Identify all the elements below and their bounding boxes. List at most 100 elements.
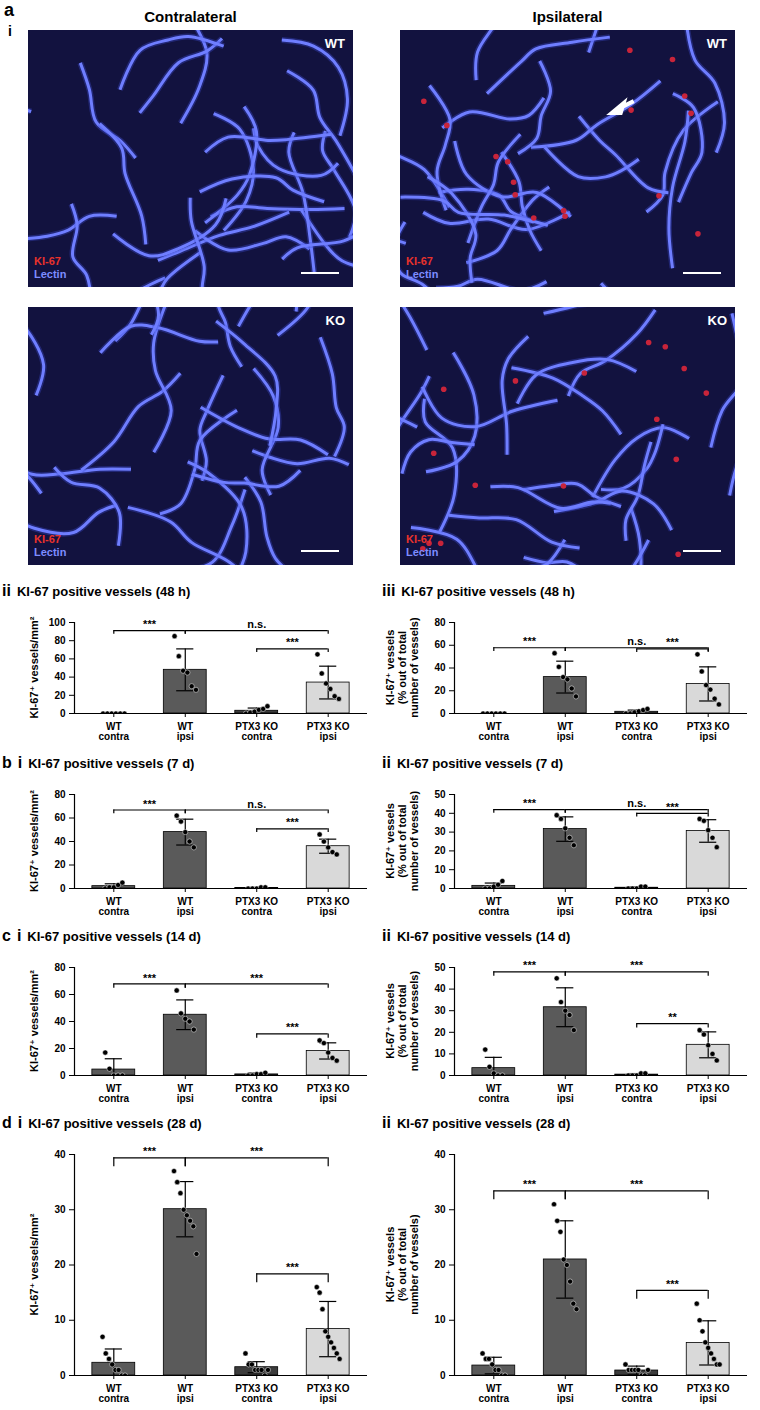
svg-text:PTX3 KOipsi: PTX3 KOipsi — [307, 721, 350, 742]
svg-text:WTipsi: WTipsi — [177, 721, 194, 742]
svg-text:WTcontra: WTcontra — [99, 1383, 130, 1404]
svg-text:WTipsi: WTipsi — [557, 721, 574, 742]
svg-text:40: 40 — [434, 662, 446, 673]
svg-text:Lectin: Lectin — [34, 268, 67, 280]
svg-text:30: 30 — [434, 1005, 446, 1016]
svg-text:KI-67: KI-67 — [406, 533, 433, 545]
svg-text:20: 20 — [54, 1043, 66, 1054]
svg-text:30: 30 — [434, 826, 446, 837]
svg-text:20: 20 — [434, 845, 446, 856]
svg-text:40: 40 — [54, 1149, 66, 1160]
svg-text:10: 10 — [434, 1048, 446, 1059]
svg-text:***: *** — [286, 636, 300, 648]
svg-text:**: ** — [668, 1011, 677, 1023]
svg-text:KI-67⁺ vessels/mm²: KI-67⁺ vessels/mm² — [28, 1213, 40, 1315]
svg-text:30: 30 — [434, 1204, 446, 1215]
svg-text:10: 10 — [434, 1314, 446, 1325]
svg-text:Lectin: Lectin — [406, 546, 439, 558]
svg-text:WTcontra: WTcontra — [479, 896, 510, 917]
svg-text:WTipsi: WTipsi — [557, 1383, 574, 1404]
svg-text:KO: KO — [708, 313, 728, 328]
svg-text:KI-67⁺ vessels(% out of totaln: KI-67⁺ vessels(% out of totalnumber of v… — [384, 617, 420, 718]
svg-text:KI-67⁺ vessels(% out of totaln: KI-67⁺ vessels(% out of totalnumber of v… — [384, 1214, 420, 1315]
svg-text:40: 40 — [434, 983, 446, 994]
svg-text:PTX3 KOcontra: PTX3 KOcontra — [615, 1383, 658, 1404]
svg-text:n.s.: n.s. — [627, 797, 646, 809]
svg-text:100: 100 — [49, 617, 66, 628]
svg-text:80: 80 — [434, 617, 446, 628]
svg-text:Lectin: Lectin — [34, 546, 67, 558]
svg-text:0: 0 — [60, 1070, 66, 1081]
svg-text:0: 0 — [60, 1370, 66, 1381]
svg-text:***: *** — [286, 1021, 300, 1033]
svg-text:WT: WT — [325, 36, 345, 51]
svg-text:***: *** — [630, 1178, 644, 1190]
svg-text:PTX3 KOipsi: PTX3 KOipsi — [687, 1383, 730, 1404]
svg-text:***: *** — [143, 1145, 157, 1157]
svg-text:***: *** — [666, 636, 680, 648]
svg-text:PTX3 KOipsi: PTX3 KOipsi — [687, 896, 730, 917]
svg-text:PTX3 KOipsi: PTX3 KOipsi — [687, 721, 730, 742]
svg-text:0: 0 — [60, 883, 66, 894]
svg-text:***: *** — [143, 798, 157, 810]
svg-text:20: 20 — [54, 1259, 66, 1270]
svg-text:80: 80 — [54, 789, 66, 800]
svg-text:0: 0 — [60, 708, 66, 719]
svg-text:WTipsi: WTipsi — [557, 896, 574, 917]
svg-text:***: *** — [143, 618, 157, 630]
svg-text:10: 10 — [434, 864, 446, 875]
svg-text:0: 0 — [440, 883, 446, 894]
svg-text:PTX3 KOcontra: PTX3 KOcontra — [615, 721, 658, 742]
svg-text:20: 20 — [434, 1027, 446, 1038]
svg-text:KI-67⁺ vessels(% out of totaln: KI-67⁺ vessels(% out of totalnumber of v… — [384, 971, 420, 1072]
svg-text:80: 80 — [54, 635, 66, 646]
svg-text:PTX3 KOcontra: PTX3 KOcontra — [615, 1083, 658, 1104]
svg-text:***: *** — [666, 801, 680, 813]
svg-text:30: 30 — [54, 1204, 66, 1215]
svg-text:WTcontra: WTcontra — [99, 721, 130, 742]
svg-text:60: 60 — [54, 812, 66, 823]
svg-text:KI-67: KI-67 — [34, 533, 61, 545]
svg-text:80: 80 — [54, 962, 66, 973]
svg-text:40: 40 — [54, 671, 66, 682]
svg-text:60: 60 — [434, 639, 446, 650]
svg-text:i: i — [8, 23, 12, 39]
svg-text:0: 0 — [440, 1070, 446, 1081]
svg-text:10: 10 — [54, 1314, 66, 1325]
svg-text:20: 20 — [434, 685, 446, 696]
svg-text:***: *** — [286, 1261, 300, 1273]
svg-text:Contralateral: Contralateral — [144, 8, 237, 25]
svg-text:***: *** — [250, 1145, 264, 1157]
svg-text:n.s.: n.s. — [247, 618, 266, 630]
svg-text:40: 40 — [434, 808, 446, 819]
svg-text:40: 40 — [54, 836, 66, 847]
svg-text:KI-67: KI-67 — [34, 255, 61, 267]
svg-text:***: *** — [523, 959, 537, 971]
svg-text:KI-67: KI-67 — [406, 255, 433, 267]
svg-text:WTcontra: WTcontra — [479, 1383, 510, 1404]
svg-text:0: 0 — [440, 708, 446, 719]
svg-text:***: *** — [630, 959, 644, 971]
svg-text:***: *** — [523, 1178, 537, 1190]
svg-text:40: 40 — [434, 1149, 446, 1160]
svg-text:PTX3 KOcontra: PTX3 KOcontra — [235, 721, 278, 742]
svg-text:***: *** — [250, 971, 264, 983]
svg-text:PTX3 KOcontra: PTX3 KOcontra — [235, 1083, 278, 1104]
svg-text:PTX3 KOipsi: PTX3 KOipsi — [307, 896, 350, 917]
svg-text:***: *** — [523, 635, 537, 647]
svg-text:20: 20 — [54, 690, 66, 701]
svg-text:WTcontra: WTcontra — [479, 1083, 510, 1104]
svg-text:KI-67⁺ vessels(% out of totaln: KI-67⁺ vessels(% out of totalnumber of v… — [384, 791, 420, 892]
svg-text:KI-67⁺ vessels/mm²: KI-67⁺ vessels/mm² — [28, 616, 40, 718]
svg-text:WTcontra: WTcontra — [479, 721, 510, 742]
svg-text:PTX3 KOcontra: PTX3 KOcontra — [615, 896, 658, 917]
svg-text:WTipsi: WTipsi — [557, 1083, 574, 1104]
svg-text:PTX3 KOipsi: PTX3 KOipsi — [687, 1083, 730, 1104]
svg-text:PTX3 KOcontra: PTX3 KOcontra — [235, 896, 278, 917]
svg-text:***: *** — [523, 797, 537, 809]
svg-text:20: 20 — [434, 1259, 446, 1270]
svg-text:WTcontra: WTcontra — [99, 896, 130, 917]
svg-text:a: a — [4, 0, 15, 20]
svg-text:***: *** — [666, 1278, 680, 1290]
svg-text:50: 50 — [434, 962, 446, 973]
